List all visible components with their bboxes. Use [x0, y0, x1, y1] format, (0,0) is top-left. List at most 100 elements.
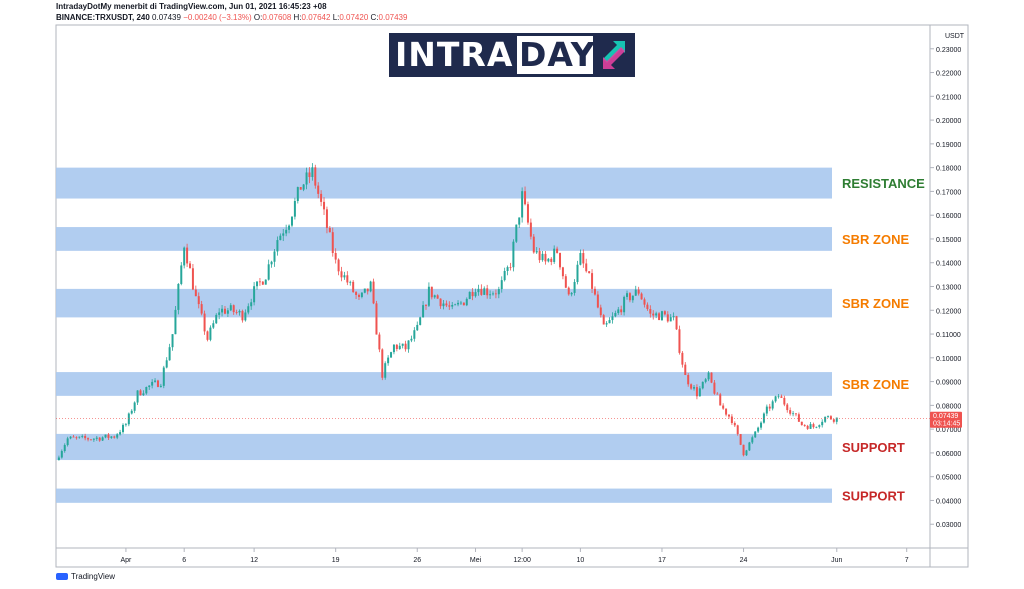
high-value: 0.07642: [301, 13, 331, 22]
candle-body-51: [206, 331, 209, 340]
candle-body-252: [792, 413, 795, 415]
candle-body-206: [658, 313, 661, 321]
time-axis: Apr 6 12 19 26 Mei 12:00 10 17 24 Jun 7: [120, 548, 909, 564]
candle-body-125: [422, 305, 425, 318]
candle-body-223: [707, 372, 710, 380]
candle-body-30: [145, 387, 148, 394]
candle-body-246: [774, 396, 777, 402]
candle-body-153: [503, 270, 506, 281]
last-price-value: 0.07439: [933, 413, 958, 420]
candle-body-197: [631, 295, 634, 301]
candle-body-53: [212, 323, 215, 328]
candle-body-145: [480, 288, 483, 295]
candle-body-156: [512, 241, 515, 268]
zone-label-1: SBR ZONE: [842, 232, 910, 247]
candle-body-16: [104, 434, 107, 438]
candle-body-239: [754, 431, 757, 438]
candle-body-17: [107, 434, 110, 438]
candle-body-164: [535, 251, 538, 253]
candle-body-81: [293, 200, 296, 217]
candle-body-225: [713, 382, 716, 394]
candle-body-231: [730, 416, 733, 424]
price-tick-label-0: 0.03000: [936, 522, 961, 529]
candle-body-170: [553, 248, 556, 262]
candle-body-230: [727, 414, 730, 417]
time-tick-label-6: 12:00: [513, 557, 531, 564]
candle-body-49: [200, 304, 203, 314]
candle-body-116: [395, 344, 398, 350]
candle-body-211: [672, 316, 675, 318]
candle-body-172: [559, 252, 562, 268]
candle-body-52: [209, 327, 212, 340]
candle-body-196: [628, 293, 631, 301]
candle-body-23: [124, 424, 127, 426]
candle-body-179: [579, 253, 582, 265]
candle-body-43: [183, 247, 186, 266]
tradingview-text: TradingView: [71, 572, 116, 581]
price-tick-label-14: 0.17000: [936, 189, 961, 196]
candle-body-218: [693, 387, 696, 389]
close-label: C:: [370, 13, 379, 22]
candle-body-124: [419, 317, 422, 325]
zone-band-5: [56, 488, 832, 503]
candle-body-104: [360, 292, 363, 297]
tradingview-brand[interactable]: TradingView: [56, 572, 115, 581]
candle-body-151: [497, 289, 500, 295]
candle-body-10: [87, 438, 90, 440]
candle-body-249: [783, 397, 786, 405]
symbol-label[interactable]: BINANCE:TRXUSDT, 240: [56, 13, 150, 22]
candle-body-193: [620, 309, 623, 313]
candle-body-188: [605, 323, 608, 325]
candle-body-19: [113, 436, 116, 438]
time-tick-label-10: Jun: [831, 557, 842, 564]
candle-body-18: [110, 436, 113, 438]
candle-body-44: [186, 247, 189, 264]
candle-body-84: [302, 184, 305, 190]
candle-body-6: [75, 437, 78, 439]
tradingview-icon: [56, 573, 68, 581]
candle-body-135: [451, 305, 454, 307]
candle-body-187: [602, 315, 605, 325]
candle-body-165: [538, 251, 541, 261]
candle-body-136: [454, 304, 457, 306]
candle-body-208: [663, 311, 666, 315]
candle-body-42: [180, 265, 183, 284]
candle-body-168: [547, 258, 550, 262]
candle-body-99: [346, 275, 349, 283]
candle-body-175: [567, 287, 570, 295]
candle-body-27: [136, 390, 139, 403]
candle-body-31: [148, 385, 151, 388]
candle-body-177: [573, 281, 576, 293]
zone-band-4: [56, 433, 832, 461]
candle-body-90: [320, 193, 323, 202]
candle-body-122: [413, 330, 416, 339]
candle-body-198: [634, 289, 637, 296]
candle-body-64: [244, 312, 247, 321]
candle-body-212: [675, 316, 678, 330]
candle-body-114: [390, 352, 393, 358]
candle-body-123: [416, 324, 419, 331]
candle-body-199: [637, 289, 640, 294]
candle-body-204: [652, 313, 655, 316]
candle-body-41: [177, 283, 180, 310]
candle-body-118: [401, 343, 404, 346]
candle-body-15: [101, 437, 104, 441]
time-tick-label-0: Apr: [120, 557, 132, 564]
intraday-logo: INTRA DAY: [389, 33, 635, 77]
candle-body-112: [384, 363, 387, 378]
zone-label-3: SBR ZONE: [842, 377, 910, 392]
candle-body-105: [363, 288, 366, 293]
candle-body-54: [215, 314, 218, 324]
candle-body-139: [462, 302, 465, 306]
candle-body-69: [258, 281, 261, 283]
candle-body-214: [681, 352, 684, 365]
candle-body-166: [541, 253, 544, 261]
candle-body-61: [235, 312, 238, 313]
high-label: H:: [293, 13, 302, 22]
price-tick-label-5: 0.08000: [936, 403, 961, 410]
candle-body-207: [660, 311, 663, 321]
candle-body-35: [159, 385, 162, 387]
last-price-box: [930, 411, 962, 428]
candle-body-185: [596, 294, 599, 308]
